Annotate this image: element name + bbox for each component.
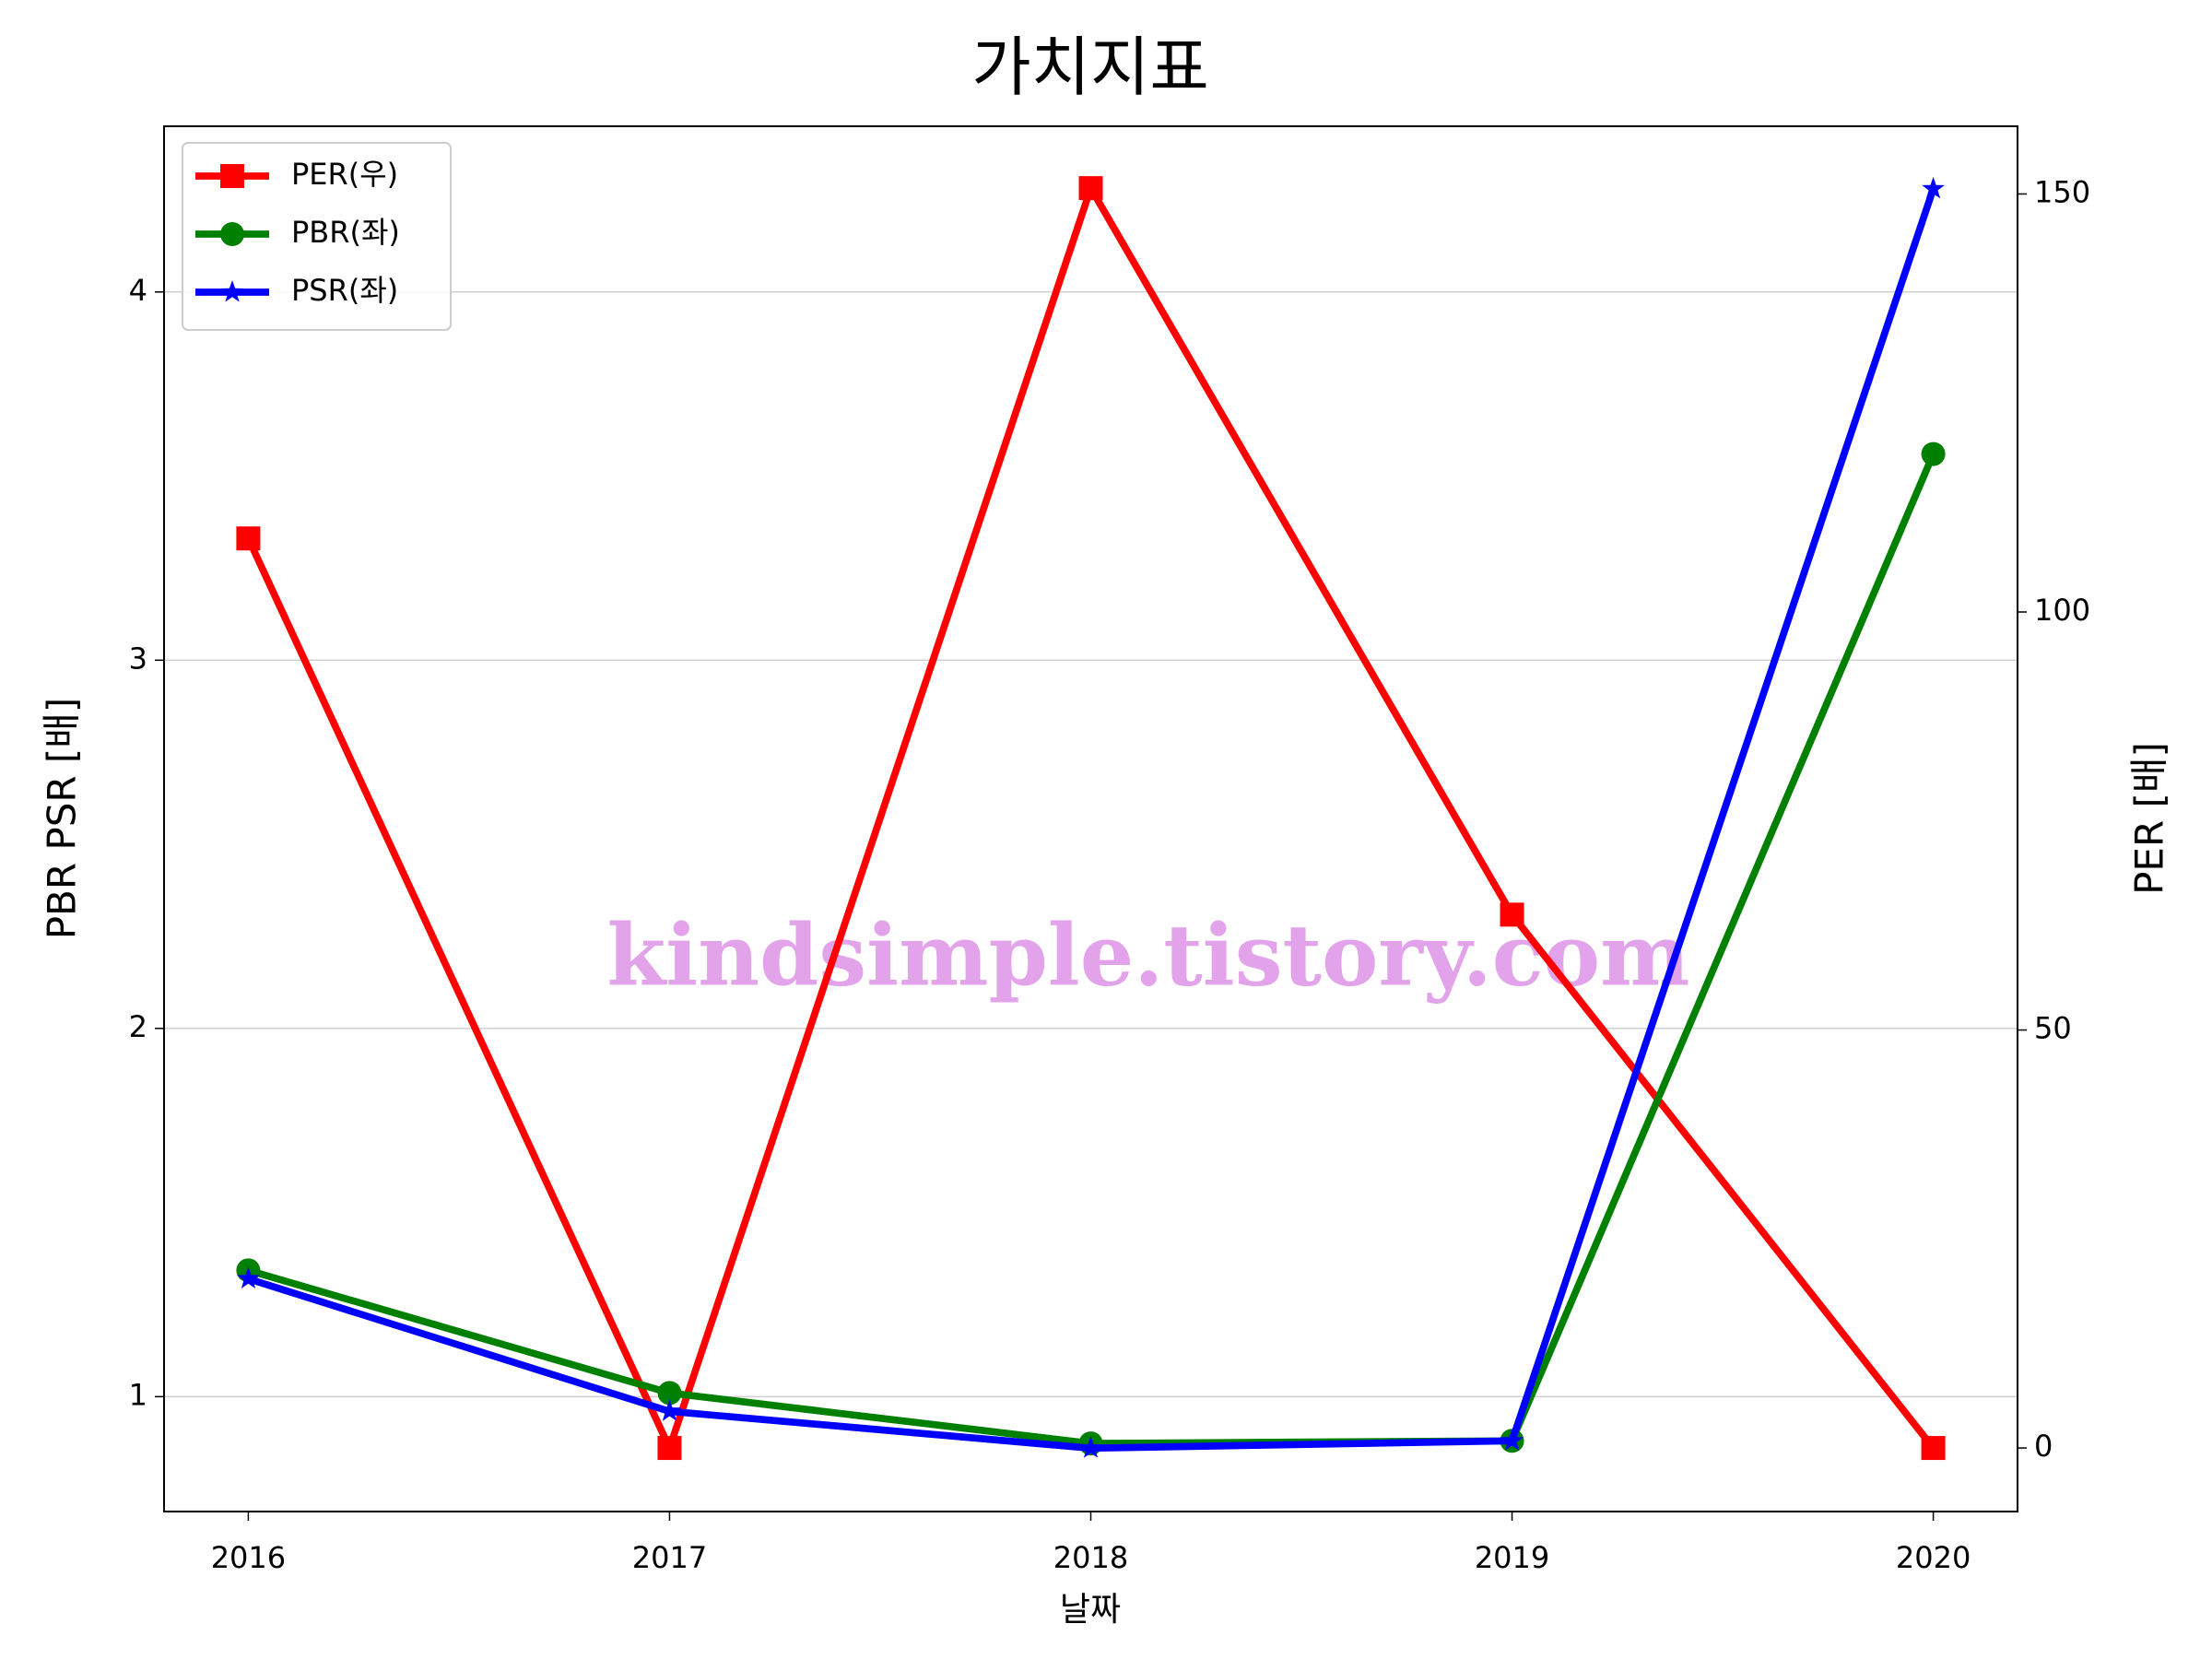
x-tick-label: 2017: [632, 1540, 707, 1575]
marker: [236, 526, 261, 551]
marker: [237, 1266, 260, 1288]
marker: [1500, 1429, 1524, 1451]
marker: [1078, 176, 1103, 201]
marker: [1500, 902, 1524, 927]
x-axis-label: 날짜: [1060, 1591, 1121, 1629]
y-axis-label: PBR PSR [배]: [40, 698, 85, 940]
marker: [220, 164, 244, 188]
y-tick-label: 1: [129, 1377, 147, 1412]
marker: [1921, 441, 1946, 466]
y-tick-label: 3: [129, 641, 147, 676]
marker: [658, 1399, 681, 1421]
x-tick-label: 2020: [1896, 1540, 1971, 1575]
x-tick-label: 2018: [1053, 1540, 1128, 1575]
marker: [1921, 1436, 1946, 1461]
x-tick-label: 2016: [211, 1540, 286, 1575]
legend-label: PBR(좌): [291, 215, 400, 250]
legend: PER(우) PBR(좌) PSR(좌): [182, 142, 452, 331]
plot-frame: [163, 125, 2018, 1512]
y2-tick-label: 0: [2034, 1429, 2053, 1464]
y2-tick-label: 50: [2034, 1011, 2072, 1046]
marker: [657, 1381, 682, 1406]
series: [236, 176, 1946, 1461]
y2-tick-label: 150: [2034, 174, 2090, 209]
legend-label: PER(우): [291, 157, 398, 192]
y2-axis-label: PER [배]: [2127, 742, 2172, 895]
marker: [220, 222, 244, 246]
watermark: kindsimple.tistory.com: [606, 906, 1689, 1006]
marker: [657, 1436, 682, 1461]
marker: [220, 280, 244, 302]
marker: [1922, 176, 1945, 199]
y-tick-label: 2: [129, 1009, 147, 1044]
chart-title: 가치지표: [971, 29, 1209, 105]
x-tick-label: 2019: [1475, 1540, 1549, 1575]
y2-tick-label: 100: [2034, 593, 2090, 628]
legend-frame: [182, 142, 452, 331]
legend-label: PSR(좌): [291, 273, 398, 308]
marker: [1079, 1436, 1102, 1458]
series: [237, 176, 1945, 1458]
y-tick-label: 4: [129, 273, 147, 308]
